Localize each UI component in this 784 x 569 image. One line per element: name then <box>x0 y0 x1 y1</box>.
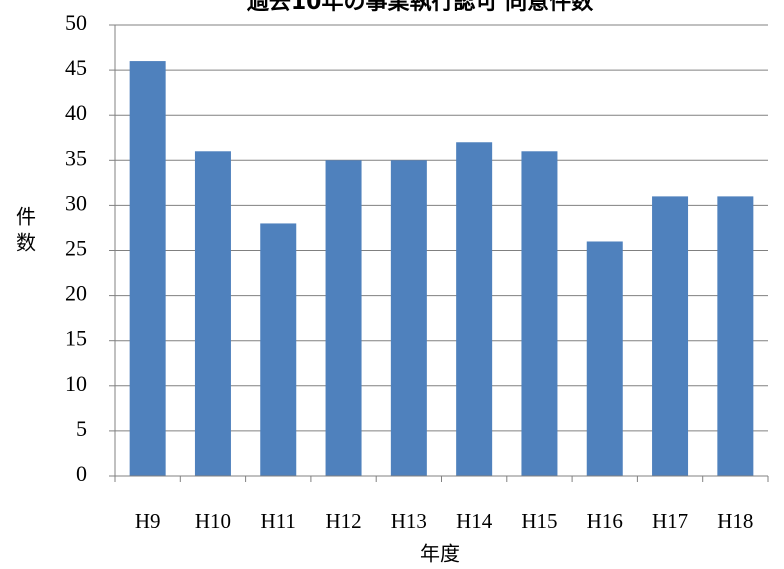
x-tick-label: H9 <box>135 509 161 533</box>
x-tick-label: H14 <box>456 509 493 533</box>
y-axis-label-char: 件 <box>16 205 36 229</box>
chart-title: 過去10年の事業執行認可 同意件数 <box>247 0 594 15</box>
bar-H9 <box>129 61 166 477</box>
x-tick-label: H16 <box>587 509 623 533</box>
y-tick-label: 20 <box>65 281 87 306</box>
y-tick-label: 5 <box>76 416 87 441</box>
x-tick-label: H13 <box>391 509 427 533</box>
y-tick-label: 25 <box>65 236 87 261</box>
x-tick-labels: H9 H10 H11 H12 H13 H14 H15 H16 H17 H18 <box>135 509 754 533</box>
y-axis-label-char: 数 <box>16 231 36 255</box>
bars <box>129 61 754 477</box>
y-tick-label: 10 <box>65 371 87 396</box>
bar-H14 <box>456 142 493 476</box>
bar-H10 <box>194 151 231 476</box>
bar-H18 <box>717 196 754 476</box>
y-axis-label: 件数 <box>16 205 36 255</box>
x-tick-label: H10 <box>195 509 231 533</box>
y-tick-labels: 0 5 10 15 20 25 30 35 40 45 50 <box>65 10 87 486</box>
bar-H12 <box>325 160 362 477</box>
y-tick-label: 45 <box>65 55 87 80</box>
y-tick-label: 40 <box>65 100 87 125</box>
bar-H17 <box>652 196 689 476</box>
y-tick-label: 50 <box>65 10 87 35</box>
y-tick-label: 15 <box>65 326 87 351</box>
axes <box>109 24 769 482</box>
chart-title-text: 過去10年の事業執行認可 同意件数 <box>247 0 594 15</box>
bar-H15 <box>521 151 558 476</box>
x-tick-label: H11 <box>261 509 296 533</box>
y-tick-label: 35 <box>65 145 87 170</box>
x-tick-label: H15 <box>521 509 557 533</box>
x-axis-label: 年度 <box>420 542 460 566</box>
y-tick-label: 0 <box>76 461 87 486</box>
x-tick-label: H18 <box>717 509 753 533</box>
bar-H16 <box>586 241 623 476</box>
bar-H13 <box>390 160 427 477</box>
y-tick-label: 30 <box>65 190 87 215</box>
bar-H11 <box>260 223 297 476</box>
x-tick-label: H17 <box>652 509 688 533</box>
x-tick-label: H12 <box>325 509 361 533</box>
